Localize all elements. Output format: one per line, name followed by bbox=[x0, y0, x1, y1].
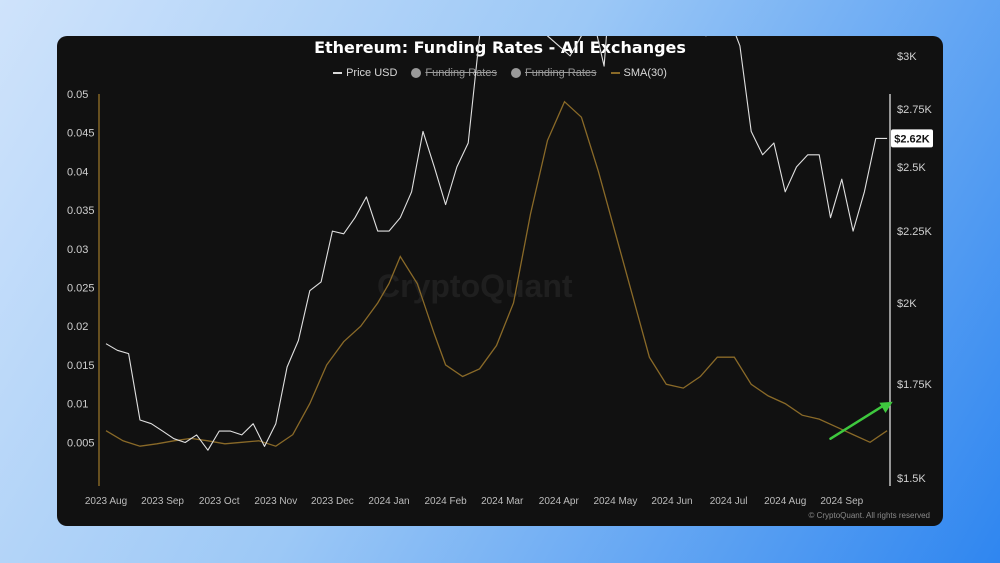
x-tick-label: 2024 Jun bbox=[651, 496, 692, 507]
chart-plot: 0.05 0.045 0.04 0.035 0.03 0.025 0.02 0.015 0.01… bbox=[67, 36, 933, 507]
chart-title: Ethereum: Funding Rates - All Exchanges bbox=[314, 38, 686, 57]
x-tick-label: 2024 Feb bbox=[424, 496, 467, 507]
legend-label-price: Price USD bbox=[346, 67, 398, 79]
x-tick-label: 2023 Oct bbox=[199, 496, 240, 507]
y-right-tick-label: $2.75K bbox=[897, 104, 933, 116]
y-right-tick-label: $3K bbox=[897, 51, 917, 63]
legend-item-funding-rates-2[interactable]: Funding Rates bbox=[510, 67, 597, 79]
y-left-tick-label: 0.015 bbox=[67, 360, 95, 372]
current-price-label: $2.62K bbox=[894, 133, 930, 145]
x-tick-label: 2024 Sep bbox=[820, 496, 863, 507]
line-marker-icon bbox=[610, 72, 620, 74]
dot-marker-icon bbox=[510, 68, 521, 78]
sma-series-line bbox=[105, 100, 888, 447]
chart-legend: Price USD Funding Rates Funding Rates SM… bbox=[57, 67, 943, 79]
legend-label-funding-rates-2: Funding Rates bbox=[524, 67, 597, 79]
y-left-tick-label: 0.025 bbox=[67, 283, 95, 295]
copyright-text: © CryptoQuant. All rights reserved bbox=[808, 511, 931, 520]
x-tick-label: 2024 Jan bbox=[368, 496, 409, 507]
trend-arrow-icon bbox=[879, 401, 893, 414]
x-tick-label: 2023 Sep bbox=[141, 496, 184, 507]
y-left-tick-label: 0.04 bbox=[67, 166, 88, 178]
x-tick-label: 2023 Dec bbox=[311, 496, 354, 507]
y-left-tick-label: 0.01 bbox=[67, 399, 88, 411]
y-left-tick-label: 0.035 bbox=[67, 205, 95, 217]
y-left-tick-label: 0.045 bbox=[67, 128, 95, 140]
x-tick-label: 2024 Mar bbox=[481, 496, 524, 507]
y-left-tick-label: 0.005 bbox=[67, 437, 95, 449]
legend-item-funding-rates-1[interactable]: Funding Rates bbox=[411, 67, 497, 79]
y-right-tick-label: $2K bbox=[897, 298, 917, 310]
y-right-tick-label: $2.25K bbox=[897, 226, 933, 238]
x-tick-label: 2024 Jul bbox=[710, 496, 748, 507]
y-left-tick-label: 0.05 bbox=[67, 89, 88, 101]
line-marker-icon bbox=[333, 72, 343, 74]
trend-arrow-shaft bbox=[829, 403, 886, 440]
legend-item-sma[interactable]: SMA(30) bbox=[610, 67, 667, 79]
dot-marker-icon bbox=[411, 68, 422, 78]
x-tick-label: 2024 May bbox=[593, 496, 637, 507]
legend-item-price[interactable]: Price USD bbox=[333, 67, 397, 79]
x-tick-label: 2023 Nov bbox=[254, 496, 297, 507]
watermark: CryptoQuant bbox=[377, 268, 573, 304]
y-left-tick-label: 0.03 bbox=[67, 244, 88, 256]
y-left-tick-label: 0.02 bbox=[67, 321, 88, 333]
legend-label-funding-rates-1: Funding Rates bbox=[425, 67, 497, 79]
chart-card: Ethereum: Funding Rates - All Exchanges … bbox=[57, 36, 943, 526]
legend-label-sma: SMA(30) bbox=[623, 67, 667, 79]
x-tick-label: 2023 Aug bbox=[85, 496, 127, 507]
y-right-tick-label: $1.5K bbox=[897, 473, 926, 485]
x-tick-label: 2024 Aug bbox=[764, 496, 806, 507]
price-series-line bbox=[105, 36, 888, 451]
y-right-tick-label: $1.75K bbox=[897, 379, 933, 391]
x-tick-label: 2024 Apr bbox=[539, 496, 580, 507]
y-right-tick-label: $2.5K bbox=[897, 162, 926, 174]
current-price-box bbox=[891, 129, 933, 148]
